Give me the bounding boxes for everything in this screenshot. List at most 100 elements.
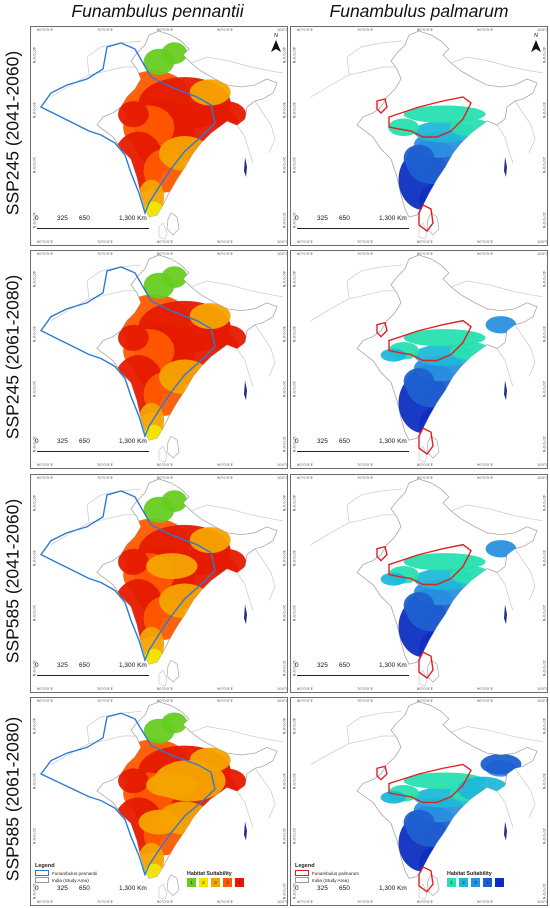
map-canvas — [39, 478, 284, 687]
longitude-tick-label: 70°0'0"E — [97, 240, 113, 244]
andaman-islands — [244, 604, 247, 625]
suitability-patch — [380, 791, 407, 804]
scale-bar-line — [37, 225, 149, 229]
longitude-tick-label: 100°0'0"E — [277, 476, 288, 480]
sri-lanka-outline — [166, 435, 180, 459]
country-border — [50, 66, 135, 98]
latitude-tick-label: 10°0'0"N — [542, 436, 546, 453]
suitability-patch — [380, 572, 407, 586]
latitude-tick-label: 30°0'0"N — [542, 102, 546, 119]
longitude-tick-label: 90°0'0"E — [477, 28, 493, 32]
row-label-1: SSP245 (2041-2060) — [2, 50, 23, 216]
scale-bar-label: 0 — [35, 662, 39, 669]
scale-bar-label: 650 — [339, 662, 350, 669]
row-label-3: SSP585 (2041-2060) — [2, 498, 23, 664]
latitude-tick-label: 10°0'0"N — [542, 212, 546, 229]
suitability-patch — [403, 809, 435, 835]
scale-bar: 0 325 650 1,300 Km — [295, 662, 415, 680]
suitability-patch — [161, 490, 188, 512]
country-border — [236, 572, 254, 611]
andaman-islands — [504, 821, 507, 841]
map-palmarum-4: 60°0'0"E 60°0'0"E 70°0'0"E 70°0'0"E 80°0'0"E… — [290, 697, 548, 906]
latitude-tick-label: 10°0'0"N — [32, 436, 36, 453]
country-border — [158, 883, 168, 900]
latitude-tick-label: 30°0'0"N — [292, 773, 296, 790]
longitude-tick-label: 100°0'0"E — [277, 687, 288, 691]
latitude-tick-label: 30°0'0"N — [292, 102, 296, 119]
longitude-tick-label: 80°0'0"E — [157, 900, 173, 904]
suitability-patch — [161, 266, 188, 288]
longitude-tick-label: 60°0'0"E — [297, 699, 313, 703]
country-border — [496, 348, 514, 387]
suitability-patch — [189, 527, 231, 554]
legend-swatch — [35, 877, 49, 883]
legend-item-label: India (Study Area) — [52, 877, 89, 883]
latitude-tick-label: 20°0'0"N — [542, 381, 546, 398]
scale-bar-label: 325 — [57, 438, 68, 445]
longitude-tick-label: 90°0'0"E — [217, 463, 233, 467]
country-border — [514, 548, 536, 601]
longitude-tick-label: 60°0'0"E — [297, 687, 313, 691]
latitude-tick-label: 40°0'0"N — [32, 495, 36, 512]
country-border — [496, 124, 514, 164]
longitude-tick-label: 100°0'0"E — [537, 463, 548, 467]
country-border — [236, 348, 254, 387]
latitude-tick-label: 20°0'0"N — [292, 828, 296, 845]
latitude-tick-label: 20°0'0"N — [292, 157, 296, 174]
country-border — [190, 726, 284, 743]
longitude-tick-label: 90°0'0"E — [217, 687, 233, 691]
country-border — [158, 669, 168, 687]
longitude-tick-label: 90°0'0"E — [217, 240, 233, 244]
country-border — [190, 56, 284, 74]
scale-bar-label: 0 — [35, 215, 39, 222]
country-border — [254, 768, 276, 818]
legend: Legend Funambulus pennantii India (Study A… — [35, 863, 127, 893]
suitability-patch — [118, 324, 149, 351]
scale-bar-label: 1,300 Km — [379, 438, 407, 445]
scale-bar-label: 1,300 Km — [119, 662, 147, 669]
habitat-class-swatch: 3 — [471, 878, 480, 887]
species-range-outline — [418, 866, 434, 893]
habitat-class-swatch: 2 — [199, 878, 208, 887]
longitude-tick-label: 60°0'0"E — [37, 687, 53, 691]
row-label-2: SSP245 (2061-2080) — [2, 274, 23, 440]
species-range-outline — [39, 490, 216, 663]
habitat-class-swatch: 4 — [223, 878, 232, 887]
latitude-tick-label: 30°0'0"N — [282, 773, 286, 790]
suitability-patch — [380, 348, 407, 362]
longitude-tick-label: 90°0'0"E — [477, 252, 493, 256]
suitability-patch — [146, 553, 198, 580]
column-title-palmarum: Funambulus palmarum — [329, 1, 509, 21]
map-canvas — [310, 701, 544, 900]
scale-bar-label: 650 — [79, 215, 90, 222]
longitude-tick-label: 90°0'0"E — [217, 476, 233, 480]
suitability-patch — [485, 316, 517, 334]
country-border — [86, 40, 142, 76]
longitude-tick-label: 90°0'0"E — [477, 463, 493, 467]
longitude-tick-label: 100°0'0"E — [277, 463, 288, 467]
longitude-tick-label: 100°0'0"E — [537, 900, 548, 904]
suitability-patch — [419, 183, 450, 217]
latitude-tick-label: 30°0'0"N — [542, 326, 546, 343]
longitude-tick-label: 80°0'0"E — [417, 252, 433, 256]
andaman-islands — [504, 604, 507, 625]
legend-title: Legend — [35, 863, 55, 869]
scale-bar-label: 325 — [317, 662, 328, 669]
suitability-patch — [161, 42, 188, 65]
habitat-class-swatch: 5 — [495, 878, 504, 887]
longitude-tick-label: 80°0'0"E — [157, 476, 173, 480]
scale-bar-line — [297, 225, 409, 229]
latitude-tick-label: 40°0'0"N — [32, 47, 36, 64]
habitat-suitability-title: Habitat Suitability — [447, 871, 492, 877]
longitude-tick-label: 90°0'0"E — [477, 240, 493, 244]
legend: Legend Funambulus palmarum India (Study Ar… — [295, 863, 387, 893]
longitude-tick-label: 70°0'0"E — [357, 28, 373, 32]
scale-bar-label: 0 — [295, 662, 299, 669]
scale-bar-label: 650 — [79, 438, 90, 445]
scale-bar-line — [297, 672, 409, 676]
column-title-pennantii: Funambulus pennantii — [71, 1, 244, 21]
latitude-tick-label: 40°0'0"N — [292, 718, 296, 735]
longitude-tick-label: 90°0'0"E — [477, 476, 493, 480]
longitude-tick-label: 100°0'0"E — [277, 699, 288, 703]
species-range-outline — [418, 651, 434, 680]
